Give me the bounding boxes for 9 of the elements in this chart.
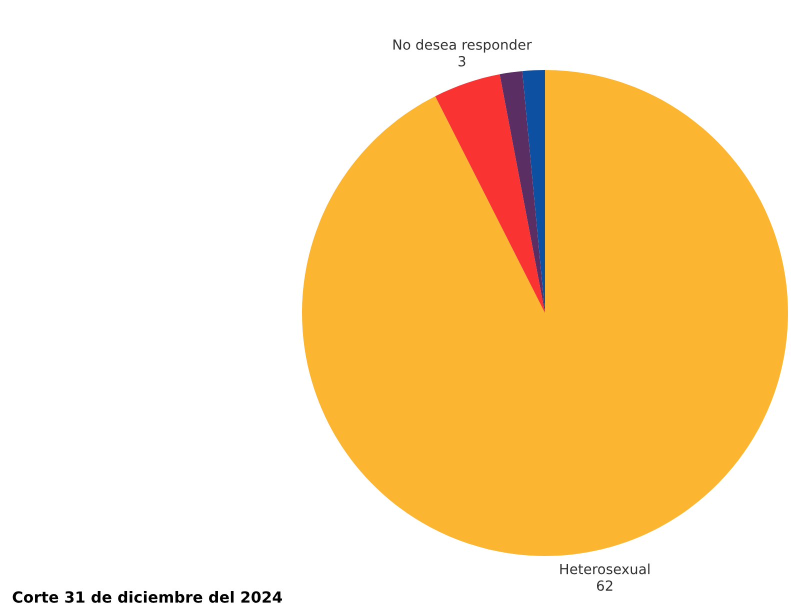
pie-slice bbox=[500, 71, 545, 313]
slice-label: No desea responder bbox=[393, 39, 532, 53]
pie-slice bbox=[522, 70, 545, 313]
data-label: 3 bbox=[458, 56, 466, 66]
text: Corte 31 de diciembre del 2024 bbox=[12, 590, 282, 603]
slice-label: Heterosexual bbox=[560, 564, 650, 574]
pie-slice bbox=[302, 70, 788, 556]
data-label: 62 bbox=[596, 580, 612, 591]
pie-slice bbox=[435, 74, 545, 313]
